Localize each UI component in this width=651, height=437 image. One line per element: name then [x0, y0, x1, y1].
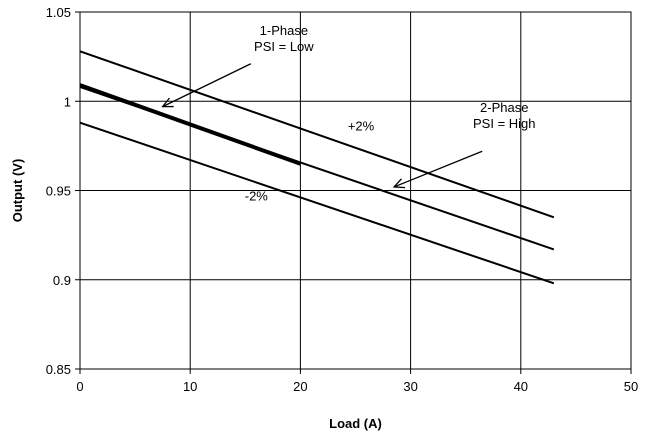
y-tick-label: 0.95 — [46, 184, 71, 199]
grid-layer — [80, 12, 631, 369]
y-tick-label: 0.9 — [53, 273, 71, 288]
x-tick-label: 0 — [76, 379, 83, 394]
annotation-arrow-head — [161, 97, 174, 108]
annotation-layer: 1-Phase PSI = Low 2-Phase PSI = High +2% -2% — [161, 23, 536, 203]
annotation-line: PSI = Low — [254, 39, 314, 54]
x-tick-label: 20 — [293, 379, 307, 394]
y-tick-label: 1.05 — [46, 5, 71, 20]
x-tick-label: 10 — [183, 379, 197, 394]
annotation-line: -2% — [245, 188, 269, 203]
annotation-line: PSI = High — [473, 116, 536, 131]
annotation-arrow-shaft — [162, 63, 252, 108]
series-line-lower-limit — [79, 121, 555, 285]
series-line-upper-limit — [79, 50, 555, 219]
annotation-plus-two-percent: +2% — [348, 119, 375, 134]
x-tick-label: 40 — [514, 379, 528, 394]
annotation-line: +2% — [348, 119, 375, 134]
annotation-line: 1-Phase — [260, 23, 308, 38]
y-axis-title: Output (V) — [10, 159, 25, 223]
annotation-two-phase-label: 2-Phase PSI = High — [473, 100, 536, 131]
annotation-one-phase-label: 1-Phase PSI = Low — [254, 23, 314, 54]
annotation-line: 2-Phase — [480, 100, 528, 115]
tick-layer: 0 10 20 30 40 50 0.85 0.9 0.95 1 1.05 — [46, 5, 639, 394]
annotation-arrow-shaft — [393, 150, 483, 188]
y-tick-label: 0.85 — [46, 362, 71, 377]
x-axis-title: Load (A) — [329, 416, 382, 431]
series-line-nominal-1-phase — [79, 83, 302, 166]
annotation-arrow-head — [392, 178, 406, 189]
y-tick-label: 1 — [64, 94, 71, 109]
x-tick-label: 50 — [624, 379, 638, 394]
series-layer — [79, 50, 555, 285]
annotation-minus-two-percent: -2% — [245, 188, 269, 203]
x-tick-label: 30 — [403, 379, 417, 394]
